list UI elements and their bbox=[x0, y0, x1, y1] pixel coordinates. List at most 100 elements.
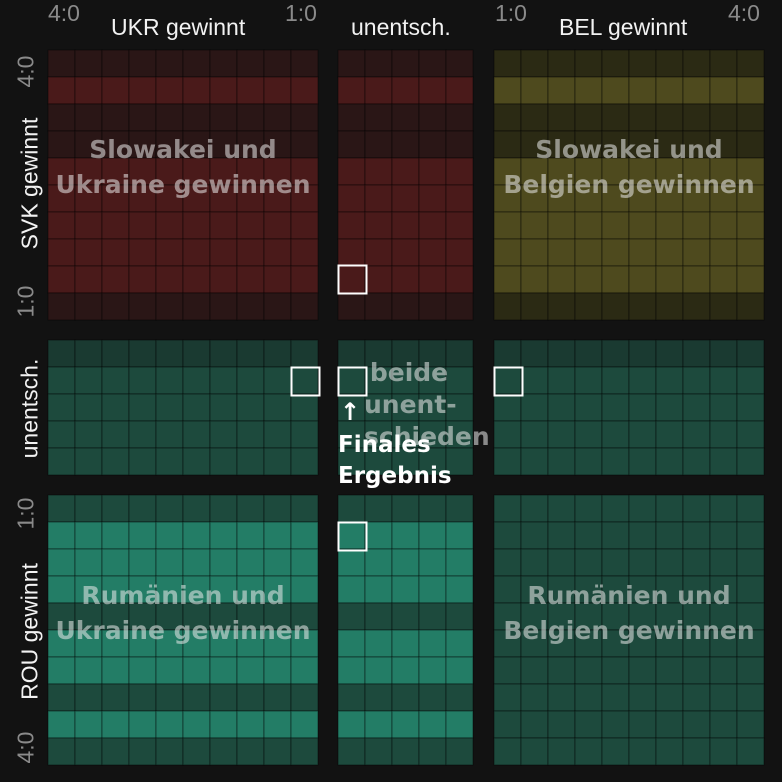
heatmap-cell bbox=[182, 447, 211, 476]
heatmap-cell bbox=[493, 292, 522, 321]
heatmap-cell bbox=[101, 211, 130, 240]
row-header-rou-win: ROU gewinnt bbox=[16, 563, 43, 700]
highlighted-cell bbox=[290, 366, 321, 397]
heatmap-cell bbox=[628, 292, 657, 321]
heatmap-cell bbox=[263, 629, 292, 658]
heatmap-cell bbox=[682, 393, 711, 422]
heatmap-cell bbox=[101, 366, 130, 395]
heatmap-cell bbox=[47, 130, 76, 159]
heatmap-cell bbox=[709, 157, 738, 186]
heatmap-cell bbox=[337, 494, 366, 523]
heatmap-cell bbox=[209, 393, 238, 422]
heatmap-cell bbox=[364, 683, 393, 712]
heatmap-cell bbox=[337, 521, 366, 550]
heatmap-cell bbox=[155, 238, 184, 267]
heatmap-cell bbox=[547, 737, 576, 766]
heatmap-cell bbox=[74, 656, 103, 685]
heatmap-cell bbox=[418, 157, 447, 186]
heatmap-cell bbox=[47, 602, 76, 631]
heatmap-cell bbox=[101, 265, 130, 294]
heatmap-cell bbox=[418, 265, 447, 294]
heatmap-cell bbox=[547, 447, 576, 476]
quadrant-label-svk-bel: Slowakei und Belgien gewinnen bbox=[503, 135, 755, 199]
heatmap-cell bbox=[263, 157, 292, 186]
heatmap-cell bbox=[337, 737, 366, 766]
heatmap-cell bbox=[101, 629, 130, 658]
heatmap-cell bbox=[655, 265, 684, 294]
heatmap-cell bbox=[263, 238, 292, 267]
heatmap-cell bbox=[74, 76, 103, 105]
heatmap-cell bbox=[290, 683, 319, 712]
row-tick-rou-1-0: 1:0 bbox=[12, 497, 39, 530]
heatmap-cell bbox=[628, 710, 657, 739]
heatmap-cell bbox=[655, 737, 684, 766]
heatmap-cell bbox=[601, 447, 630, 476]
heatmap-cell bbox=[709, 238, 738, 267]
heatmap-cell bbox=[445, 710, 474, 739]
heatmap-cell bbox=[74, 211, 103, 240]
heatmap-cell bbox=[47, 575, 76, 604]
heatmap-cell bbox=[391, 130, 420, 159]
heatmap-cell bbox=[418, 103, 447, 132]
heatmap-cell bbox=[337, 710, 366, 739]
heatmap-cell bbox=[209, 265, 238, 294]
heatmap-cell bbox=[209, 339, 238, 368]
heatmap-cell bbox=[128, 211, 157, 240]
heatmap-cell bbox=[736, 292, 765, 321]
heatmap-cell bbox=[574, 265, 603, 294]
heatmap-cell bbox=[445, 602, 474, 631]
heatmap-cell bbox=[391, 710, 420, 739]
heatmap-cell bbox=[493, 683, 522, 712]
heatmap-cell bbox=[547, 366, 576, 395]
heatmap-cell bbox=[709, 737, 738, 766]
heatmap-cell bbox=[520, 575, 549, 604]
heatmap-cell bbox=[418, 49, 447, 78]
heatmap-cell bbox=[445, 548, 474, 577]
heatmap-cell bbox=[655, 130, 684, 159]
heatmap-cell bbox=[418, 211, 447, 240]
heatmap-cell bbox=[391, 683, 420, 712]
heatmap-cell bbox=[47, 393, 76, 422]
heatmap-cell bbox=[601, 157, 630, 186]
heatmap-cell bbox=[628, 211, 657, 240]
heatmap-cell bbox=[574, 366, 603, 395]
heatmap-cell bbox=[337, 366, 366, 395]
heatmap-cell bbox=[391, 737, 420, 766]
heatmap-cell bbox=[418, 602, 447, 631]
heatmap-cell bbox=[628, 683, 657, 712]
heatmap-cell bbox=[47, 710, 76, 739]
heatmap-cell bbox=[263, 710, 292, 739]
heatmap-cell bbox=[263, 184, 292, 213]
heatmap-cell bbox=[574, 575, 603, 604]
heatmap-cell bbox=[391, 602, 420, 631]
heatmap-cell bbox=[601, 710, 630, 739]
heatmap-cell bbox=[601, 238, 630, 267]
heatmap-cell bbox=[263, 103, 292, 132]
heatmap-cell bbox=[263, 494, 292, 523]
heatmap-cell bbox=[236, 521, 265, 550]
heatmap-cell bbox=[655, 494, 684, 523]
heatmap-cell bbox=[682, 737, 711, 766]
heatmap-cell bbox=[391, 656, 420, 685]
heatmap-cell bbox=[364, 238, 393, 267]
heatmap-cell bbox=[74, 602, 103, 631]
heatmap-cell bbox=[236, 420, 265, 449]
heatmap-cell bbox=[47, 683, 76, 712]
heatmap-cell bbox=[209, 602, 238, 631]
heatmap-cell bbox=[736, 548, 765, 577]
heatmap-cell bbox=[682, 366, 711, 395]
heatmap-cell bbox=[236, 76, 265, 105]
heatmap-cell bbox=[101, 49, 130, 78]
heatmap-cell bbox=[236, 49, 265, 78]
heatmap-cell bbox=[391, 184, 420, 213]
heatmap-cell bbox=[547, 211, 576, 240]
heatmap-cell bbox=[236, 548, 265, 577]
heatmap-cell bbox=[391, 521, 420, 550]
heatmap-cell bbox=[209, 548, 238, 577]
heatmap-cell bbox=[547, 49, 576, 78]
heatmap-cell bbox=[182, 238, 211, 267]
heatmap-cell bbox=[209, 292, 238, 321]
heatmap-cell bbox=[709, 420, 738, 449]
heatmap-cell bbox=[445, 656, 474, 685]
heatmap-cell bbox=[601, 265, 630, 294]
